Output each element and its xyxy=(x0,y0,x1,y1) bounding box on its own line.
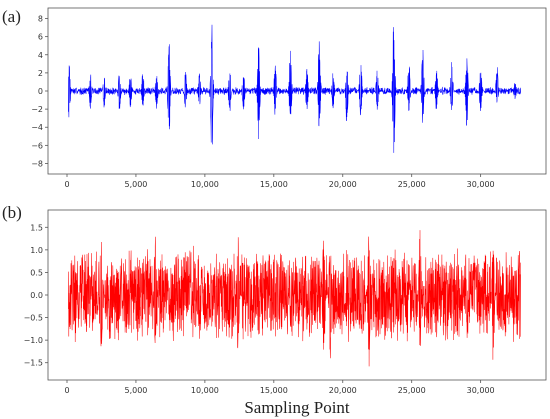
panel-a-signal-line xyxy=(68,24,521,153)
panel-a-x-axis: 0 5,000 10,000 15,000 20,000 25,000 30,000 xyxy=(64,174,495,189)
x-tick-label: 0 xyxy=(64,386,69,395)
y-tick-label: −6 xyxy=(31,141,43,150)
x-tick-label: 20,000 xyxy=(329,386,357,395)
x-tick-label: 10,000 xyxy=(191,180,219,189)
x-tick-label: 25,000 xyxy=(398,386,426,395)
y-tick-label: 0.0 xyxy=(30,291,43,300)
x-tick-label: 15,000 xyxy=(260,386,288,395)
panel-b-x-axis: 0 5,000 10,000 15,000 20,000 25,000 30,000 xyxy=(64,380,495,395)
y-tick-label: −0.5 xyxy=(24,314,43,323)
x-tick-label: 5,000 xyxy=(124,180,147,189)
panel-a-y-axis: −8 −6 −4 −2 0 2 4 6 8 xyxy=(31,15,48,168)
y-tick-label: −1.5 xyxy=(24,359,43,368)
panel-a-label: (a) xyxy=(2,7,21,26)
panel-b-signal-line xyxy=(68,230,521,367)
panel-b: (b) −1.5 −1.0 −0.5 0.0 0.5 1.0 1.5 0 5,000 10,00… xyxy=(2,203,547,395)
panel-b-y-axis: −1.5 −1.0 −0.5 0.0 0.5 1.0 1.5 xyxy=(24,223,48,368)
x-tick-label: 15,000 xyxy=(260,180,288,189)
x-tick-label: 30,000 xyxy=(467,180,495,189)
x-tick-label: 25,000 xyxy=(398,180,426,189)
y-tick-label: −8 xyxy=(31,159,43,168)
y-tick-label: −4 xyxy=(31,123,43,132)
x-tick-label: 20,000 xyxy=(329,180,357,189)
y-tick-label: 8 xyxy=(38,15,43,24)
y-tick-label: −1.0 xyxy=(24,336,43,345)
x-axis-title: Sampling Point xyxy=(244,398,350,417)
y-tick-label: 4 xyxy=(38,51,43,60)
x-tick-label: 30,000 xyxy=(467,386,495,395)
y-tick-label: −2 xyxy=(31,105,43,114)
x-tick-label: 5,000 xyxy=(124,386,147,395)
panel-a: (a) −8 −6 −4 −2 0 2 4 6 8 0 5,000 10,000 15,000 20,0… xyxy=(2,7,547,189)
x-tick-label: 10,000 xyxy=(191,386,219,395)
y-tick-label: 2 xyxy=(38,69,43,78)
y-tick-label: 0.5 xyxy=(30,268,43,277)
y-tick-label: 6 xyxy=(38,33,43,42)
x-tick-label: 0 xyxy=(64,180,69,189)
panel-b-label: (b) xyxy=(2,203,22,222)
y-tick-label: 1.5 xyxy=(30,223,43,232)
y-tick-label: 0 xyxy=(38,87,43,96)
y-tick-label: 1.0 xyxy=(30,246,43,255)
